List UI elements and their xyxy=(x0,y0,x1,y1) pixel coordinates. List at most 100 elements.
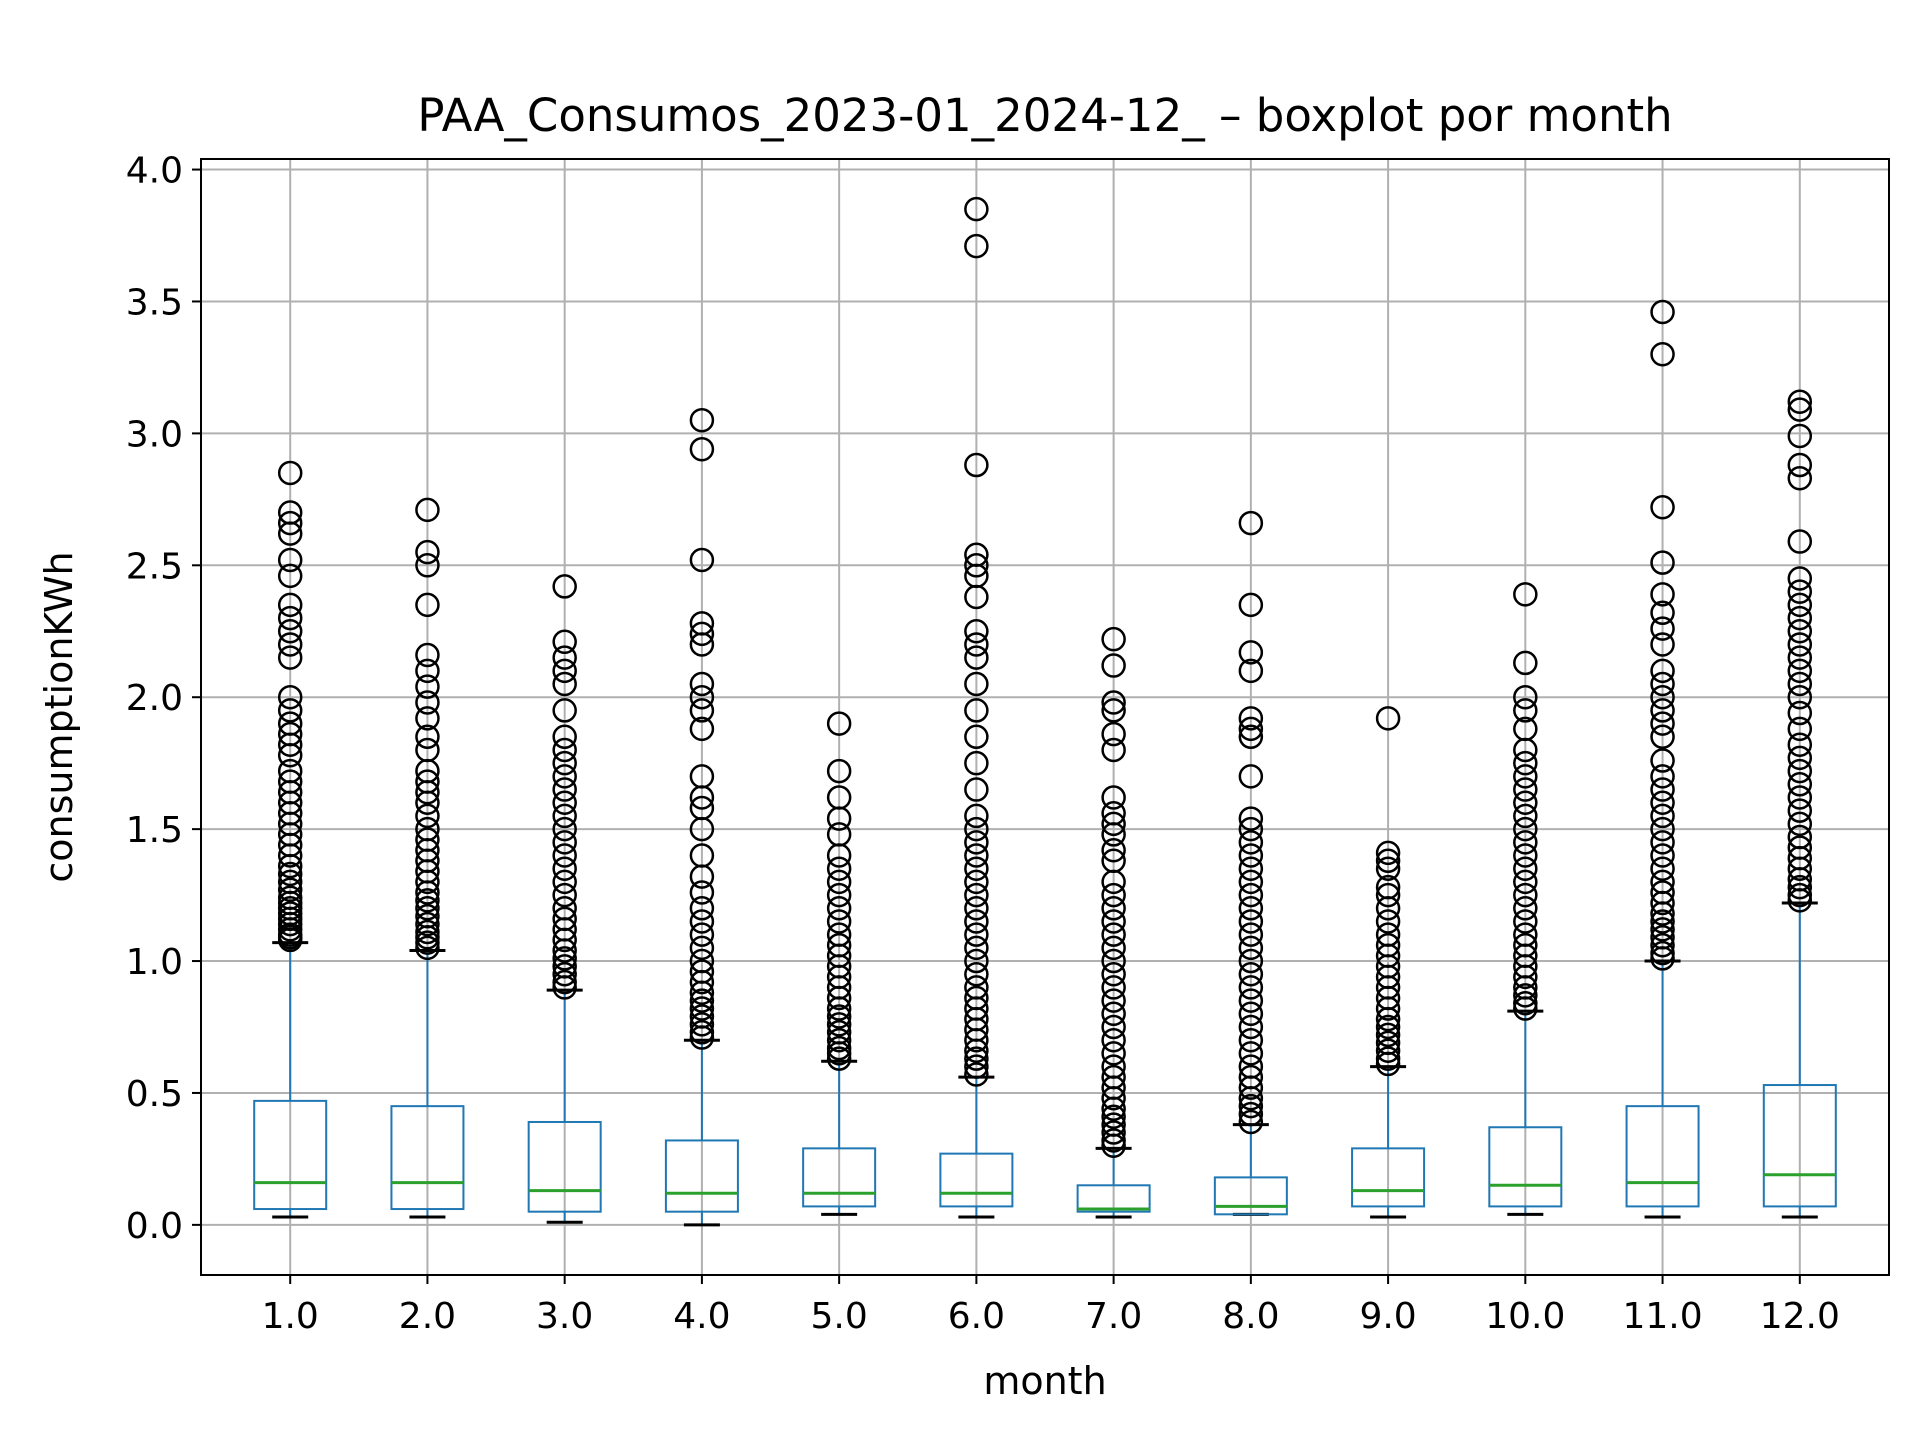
outlier-point xyxy=(689,896,715,921)
outlier-point xyxy=(689,671,715,697)
y-tick-label: 2.0 xyxy=(126,678,183,719)
outlier-point xyxy=(689,1020,715,1045)
outlier-point xyxy=(1101,882,1126,908)
outlier-point xyxy=(1650,671,1675,697)
outlier-point xyxy=(1787,452,1813,478)
box-month-7.0 xyxy=(1076,626,1151,1219)
outlier-point xyxy=(689,611,715,636)
outlier-point xyxy=(964,619,989,644)
outlier-point xyxy=(1238,869,1264,895)
x-tick-label: 8.0 xyxy=(1222,1296,1279,1337)
outlier-point xyxy=(552,961,577,987)
outlier-point xyxy=(552,671,577,697)
outlier-point xyxy=(552,724,577,750)
outlier-point xyxy=(1787,874,1813,900)
outlier-point xyxy=(826,1004,852,1029)
iqr-box xyxy=(527,1120,602,1213)
outlier-point xyxy=(1513,896,1538,921)
box-month-9.0 xyxy=(1351,706,1426,1219)
outlier-point xyxy=(1375,840,1401,866)
y-tick-label: 3.0 xyxy=(126,414,183,455)
x-tick-label: 7.0 xyxy=(1085,1296,1142,1337)
outlier-point xyxy=(1650,582,1675,607)
outlier-point xyxy=(1101,1001,1126,1027)
outlier-point xyxy=(1650,341,1675,367)
box-month-8.0 xyxy=(1213,510,1288,1216)
outlier-point xyxy=(277,877,303,903)
outlier-point xyxy=(689,880,715,905)
outlier-point xyxy=(277,684,303,710)
y-tick-label: 0.5 xyxy=(126,1074,183,1115)
outlier-point xyxy=(1375,874,1401,900)
outlier-point xyxy=(415,642,440,668)
outlier-point xyxy=(689,1012,715,1037)
outlier-point xyxy=(1787,745,1813,771)
outlier-point xyxy=(1101,653,1126,678)
outlier-point xyxy=(1787,389,1813,414)
iqr-box xyxy=(1213,1176,1288,1216)
outlier-point xyxy=(552,882,577,908)
outlier-point xyxy=(1650,495,1675,520)
iqr-box xyxy=(390,1105,465,1211)
outlier-point xyxy=(1787,632,1813,657)
outlier-point xyxy=(1787,824,1813,850)
outlier-point xyxy=(1101,1104,1126,1129)
outlier-point xyxy=(1101,626,1126,652)
outlier-point xyxy=(964,632,989,657)
outlier-point xyxy=(552,969,577,995)
box-month-1.0 xyxy=(253,460,328,1219)
outlier-point xyxy=(964,1054,989,1079)
outlier-point xyxy=(689,922,715,947)
outlier-point xyxy=(826,711,852,736)
outlier-point xyxy=(1238,935,1264,961)
y-tick-label: 3.5 xyxy=(126,282,183,323)
outlier-point xyxy=(689,621,715,647)
outlier-point xyxy=(1650,917,1675,942)
outlier-point xyxy=(1650,940,1675,966)
outlier-point xyxy=(552,906,577,932)
outlier-point xyxy=(1238,1109,1264,1135)
outlier-point xyxy=(1787,566,1813,591)
outlier-point xyxy=(415,816,440,842)
outlier-point xyxy=(1101,1054,1126,1079)
outlier-point xyxy=(1650,830,1675,855)
box-month-5.0 xyxy=(802,711,877,1216)
outlier-point xyxy=(826,1027,852,1053)
outlier-point xyxy=(1238,948,1264,974)
outlier-point xyxy=(1101,988,1126,1013)
outlier-point xyxy=(1375,882,1401,908)
outlier-point xyxy=(1238,1041,1264,1066)
outlier-point xyxy=(964,750,989,776)
outlier-point xyxy=(1650,724,1675,750)
x-tick-label: 2.0 xyxy=(399,1296,456,1337)
outlier-point xyxy=(552,750,577,776)
outlier-point xyxy=(1375,706,1401,731)
outlier-point xyxy=(277,500,303,525)
outlier-point xyxy=(1787,772,1813,797)
outlier-point xyxy=(415,539,440,565)
boxes xyxy=(253,196,1837,1227)
outlier-point xyxy=(415,592,440,618)
outlier-point xyxy=(1238,716,1264,742)
axis-ticks: 0.0 0.5 1.0 1.5 2.0 2.5 3.0 3.5 4.0 1.0 2.0 3.0 4.0 5… xyxy=(126,151,1840,1337)
outlier-point xyxy=(277,460,303,486)
outlier-point xyxy=(1375,1046,1401,1071)
outlier-point xyxy=(826,909,852,934)
outlier-point xyxy=(277,698,303,723)
x-tick-label: 4.0 xyxy=(673,1296,730,1337)
outlier-point xyxy=(1513,698,1538,723)
x-tick-label: 5.0 xyxy=(811,1296,868,1337)
iqr-box xyxy=(1351,1147,1426,1208)
outlier-point xyxy=(964,948,989,974)
outlier-point xyxy=(1238,1001,1264,1027)
outlier-point xyxy=(1375,922,1401,947)
box-month-12.0 xyxy=(1762,389,1837,1219)
outlier-point xyxy=(1238,975,1264,1000)
outlier-point xyxy=(1513,750,1538,776)
outlier-point xyxy=(1238,882,1264,908)
outlier-point xyxy=(552,574,577,599)
outlier-point xyxy=(415,903,440,929)
outlier-point xyxy=(1101,961,1126,987)
outlier-point xyxy=(1513,803,1538,829)
outlier-point xyxy=(277,711,303,736)
